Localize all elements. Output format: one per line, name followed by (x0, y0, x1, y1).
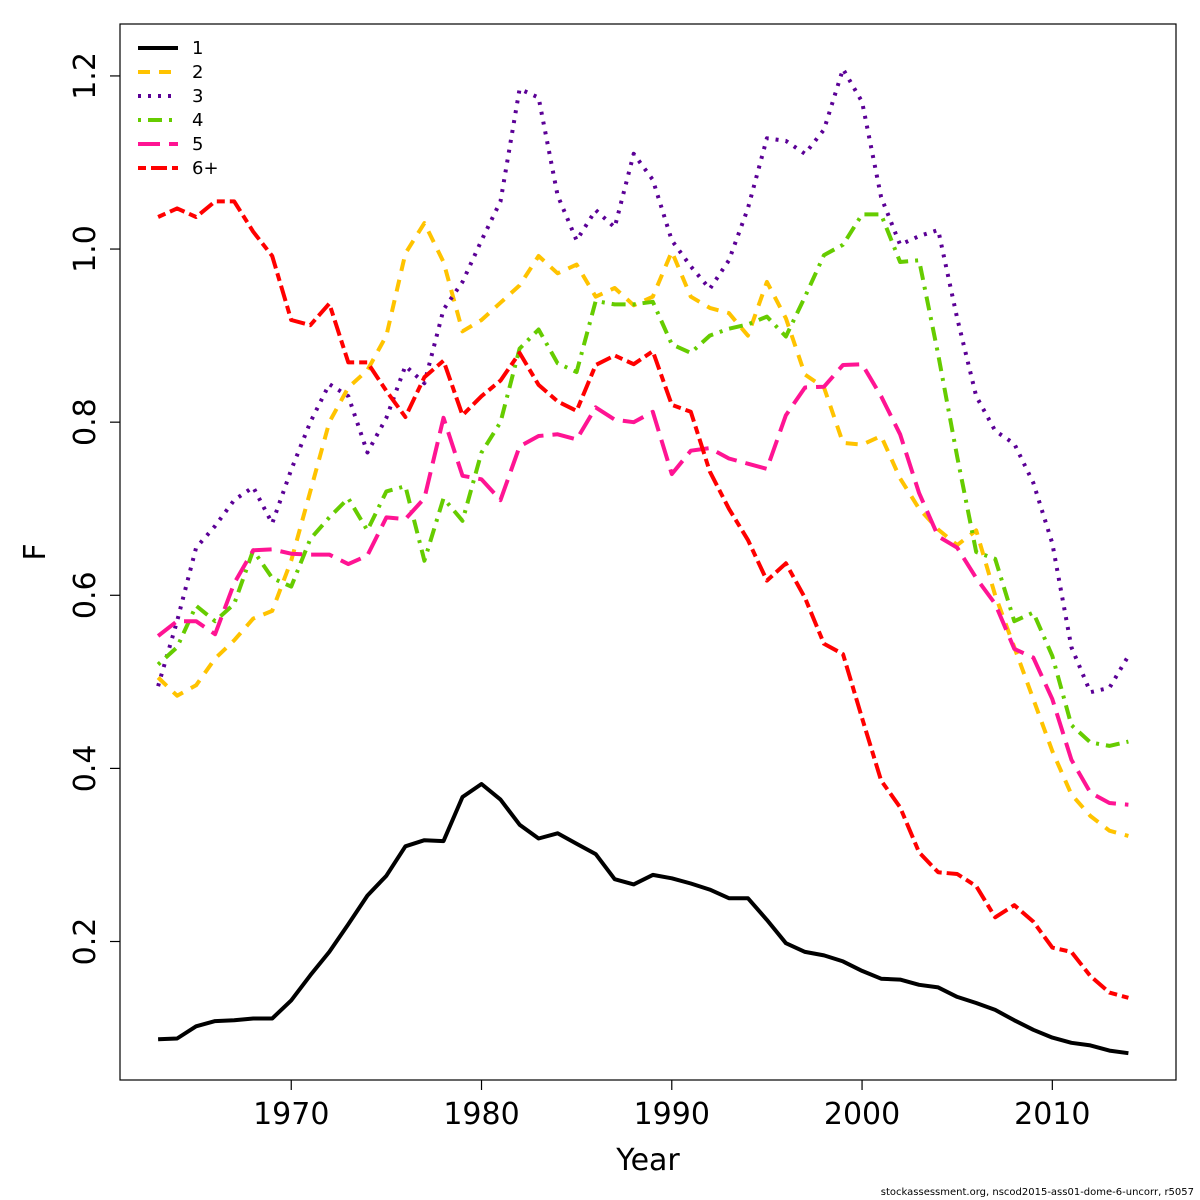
legend: 1 2 3 4 5 6+ (138, 38, 219, 179)
series-line-2 (156, 221, 1129, 838)
y-tick-label-1.2: 1.2 (68, 52, 103, 100)
legend-label-6: 6+ (192, 158, 219, 179)
x-tick-label-1980: 1980 (443, 1097, 519, 1132)
y-axis-title: F (18, 543, 53, 560)
series-line-4 (156, 212, 1129, 748)
y-tick-label-0.6: 0.6 (68, 571, 103, 619)
plot-frame (119, 23, 1177, 1081)
series-layer (156, 67, 1131, 1056)
x-tick-label-2000: 2000 (824, 1097, 900, 1132)
x-axis: 1970 1980 1990 2000 2010 (253, 1080, 1091, 1132)
series-line-1 (158, 782, 1129, 1056)
y-tick-label-0.4: 0.4 (68, 745, 103, 793)
x-tick-label-1970: 1970 (253, 1097, 329, 1132)
series-line-5 (156, 362, 1129, 807)
x-axis-title: Year (615, 1143, 680, 1178)
legend-label-3: 3 (192, 86, 203, 107)
legend-label-5: 5 (192, 134, 203, 155)
footer-credit: stockassessment.org, nscod2015-ass01-dom… (880, 1187, 1194, 1198)
series-line-3 (156, 67, 1131, 695)
legend-label-1: 1 (192, 38, 203, 59)
y-tick-label-0.2: 0.2 (68, 918, 103, 966)
legend-label-2: 2 (192, 62, 203, 83)
y-tick-label-0.8: 0.8 (68, 398, 103, 446)
x-tick-label-2010: 2010 (1014, 1097, 1090, 1132)
y-axis: 0.2 0.4 0.6 0.8 1.0 1.2 (68, 52, 120, 965)
x-tick-label-1990: 1990 (634, 1097, 710, 1132)
y-tick-label-1.0: 1.0 (68, 225, 103, 273)
series-line-6 (157, 199, 1129, 1000)
legend-label-4: 4 (192, 110, 203, 131)
